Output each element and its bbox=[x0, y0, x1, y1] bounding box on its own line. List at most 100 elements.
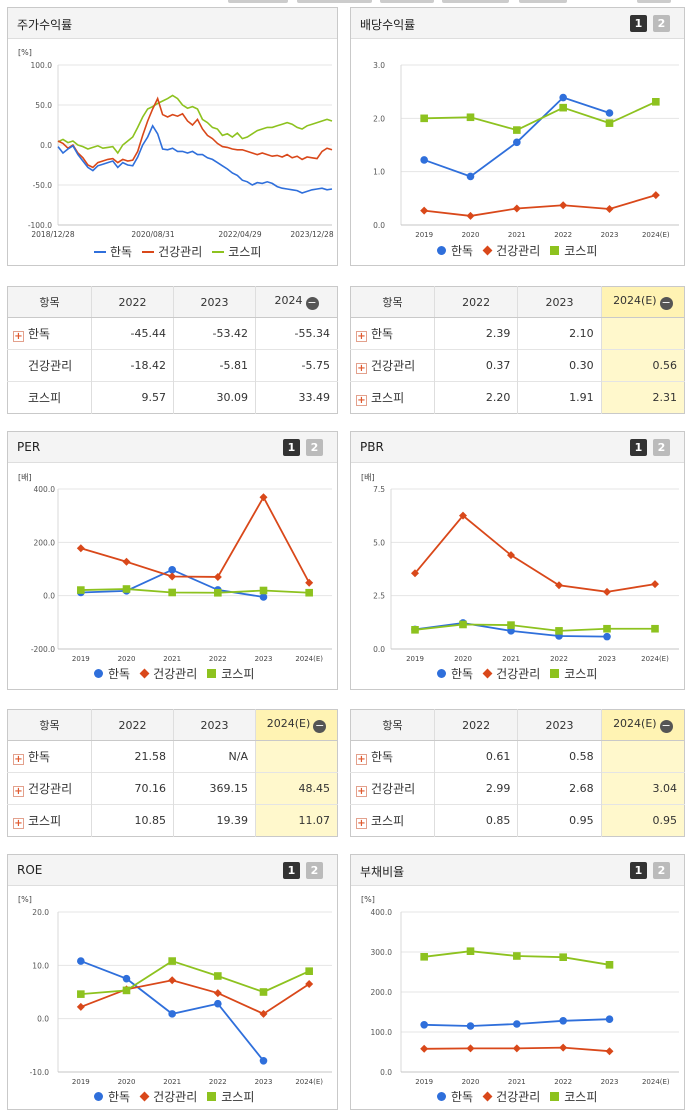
expand-icon[interactable]: + bbox=[356, 331, 367, 342]
x-tick-label: 2022 bbox=[209, 1078, 227, 1086]
legend-label: 한독 bbox=[108, 1090, 131, 1104]
legend-label: 건강관리 bbox=[153, 667, 198, 681]
view-2-button[interactable]: 2 bbox=[306, 439, 323, 456]
y-tick-label: -10.0 bbox=[30, 1068, 50, 1077]
legend-label: 코스피 bbox=[221, 667, 255, 681]
collapse-icon[interactable]: − bbox=[659, 719, 673, 733]
y-tick-label: 50.0 bbox=[35, 101, 52, 110]
table-row: + 건강관리 2.99 2.68 3.04 bbox=[350, 772, 685, 805]
view-2-button[interactable]: 2 bbox=[306, 862, 323, 879]
table-row: + 건강관리 0.37 0.30 0.56 bbox=[350, 349, 685, 382]
x-tick-label: 2020 bbox=[454, 655, 472, 663]
series-line bbox=[80, 960, 310, 996]
y-tick-label: 0.0 bbox=[373, 645, 385, 654]
debt-ratio-chart: 400.0 300.0 200.0 100.0 0.0 2019 2020 2021 2022 2… bbox=[371, 908, 679, 1086]
value-cell: 2.31 bbox=[600, 381, 685, 414]
x-tick-label: 2024(E) bbox=[295, 1078, 323, 1086]
data-point bbox=[420, 953, 428, 961]
y-tick-label: 5.0 bbox=[373, 538, 385, 547]
expand-icon[interactable]: + bbox=[356, 363, 367, 374]
y-tick-label: 100.0 bbox=[371, 1028, 393, 1037]
view-1-button[interactable]: 1 bbox=[283, 862, 300, 879]
x-tick-label: 2020/08/31 bbox=[131, 230, 174, 239]
x-tick-label: 2024(E) bbox=[642, 231, 670, 239]
price-return-panel: 주가수익률 [%] 100.0 50.0 0.0 -50.0 -100.0 2018/12… bbox=[7, 7, 338, 266]
series-line bbox=[423, 96, 610, 178]
legend-label: 건강관리 bbox=[496, 667, 541, 681]
row-name: 코스피 bbox=[28, 391, 62, 405]
data-point bbox=[122, 986, 131, 995]
chart-legend: 한독 건강관리 코스피 bbox=[437, 1088, 607, 1105]
data-point bbox=[459, 620, 467, 629]
expand-icon[interactable]: + bbox=[13, 786, 24, 797]
debt-ratio-panel: 부채비율 1 2 [%] 400.0 300.0 200.0 100.0 0.0 2019… bbox=[350, 854, 685, 1110]
expand-icon[interactable]: + bbox=[356, 754, 367, 765]
expand-icon[interactable]: + bbox=[356, 395, 367, 406]
panel-header: PER 1 2 bbox=[8, 432, 337, 463]
y-tick-label: 200.0 bbox=[34, 538, 56, 547]
data-point bbox=[168, 566, 176, 574]
collapse-icon[interactable]: − bbox=[659, 296, 673, 310]
legend-marker bbox=[550, 246, 560, 255]
series-line bbox=[80, 588, 310, 594]
legend-label: 코스피 bbox=[564, 667, 598, 681]
x-tick-label: 2020 bbox=[462, 1078, 480, 1086]
x-tick-label: 2019 bbox=[406, 655, 424, 663]
view-2-button[interactable]: 2 bbox=[653, 15, 670, 32]
row-name: 한독 bbox=[28, 750, 51, 764]
data-point bbox=[603, 624, 611, 633]
value-cell: -5.75 bbox=[255, 349, 338, 382]
data-point bbox=[259, 493, 268, 502]
legend-marker bbox=[437, 669, 446, 678]
value-cell: -55.34 bbox=[255, 317, 338, 350]
value-cell: 2.10 bbox=[517, 317, 602, 350]
value-cell: 0.30 bbox=[517, 349, 602, 382]
view-1-button[interactable]: 1 bbox=[283, 439, 300, 456]
value-cell: -18.42 bbox=[91, 349, 174, 382]
x-tick-label: 2024(E) bbox=[295, 655, 323, 663]
value-cell: 2.20 bbox=[433, 381, 518, 414]
expand-icon[interactable]: + bbox=[13, 331, 24, 342]
data-point bbox=[507, 621, 515, 629]
row-name: 건강관리 bbox=[371, 359, 416, 373]
expand-icon[interactable]: + bbox=[13, 818, 24, 829]
table-row: 건강관리 -18.42 -5.81 -5.75 bbox=[7, 349, 338, 382]
value-cell: 11.07 bbox=[255, 804, 338, 837]
table-header-row: 항목 2022 2023 2024(E) − bbox=[350, 286, 685, 318]
series-line bbox=[57, 124, 333, 194]
data-point bbox=[559, 103, 567, 112]
value-cell: 33.49 bbox=[255, 381, 338, 414]
row-name: 한독 bbox=[28, 327, 51, 341]
y-tick-label: 3.0 bbox=[373, 61, 385, 70]
view-2-button[interactable]: 2 bbox=[653, 439, 670, 456]
view-1-button[interactable]: 1 bbox=[630, 862, 647, 879]
data-point bbox=[420, 1044, 429, 1053]
expand-icon[interactable]: + bbox=[13, 754, 24, 765]
data-point bbox=[603, 587, 611, 596]
view-1-button[interactable]: 1 bbox=[630, 15, 647, 32]
y-tick-label: 2.5 bbox=[373, 592, 385, 601]
collapse-icon[interactable]: − bbox=[305, 296, 319, 310]
data-point bbox=[651, 580, 659, 589]
column-header: 항목 bbox=[350, 286, 435, 318]
y-tick-label: 2.0 bbox=[373, 114, 385, 123]
unit-label: [%] bbox=[18, 48, 32, 57]
data-point bbox=[411, 626, 419, 634]
data-point bbox=[259, 1009, 268, 1018]
collapse-icon[interactable]: − bbox=[313, 719, 327, 733]
expand-icon[interactable]: + bbox=[356, 786, 367, 797]
row-name-cell: + 한독 bbox=[350, 740, 435, 773]
data-point bbox=[466, 1044, 475, 1053]
view-2-button[interactable]: 2 bbox=[653, 862, 670, 879]
y-tick-label: 100.0 bbox=[31, 61, 53, 70]
data-point bbox=[466, 1022, 475, 1030]
expand-icon[interactable]: + bbox=[356, 818, 367, 829]
panel-header: PBR 1 2 bbox=[351, 432, 684, 463]
data-point bbox=[122, 585, 131, 593]
column-header: 2023 bbox=[517, 286, 602, 318]
x-tick-label: 2020 bbox=[462, 231, 480, 239]
view-1-button[interactable]: 1 bbox=[630, 439, 647, 456]
row-name-cell: 코스피 bbox=[7, 381, 92, 414]
data-point bbox=[77, 990, 85, 998]
value-cell bbox=[600, 317, 685, 350]
